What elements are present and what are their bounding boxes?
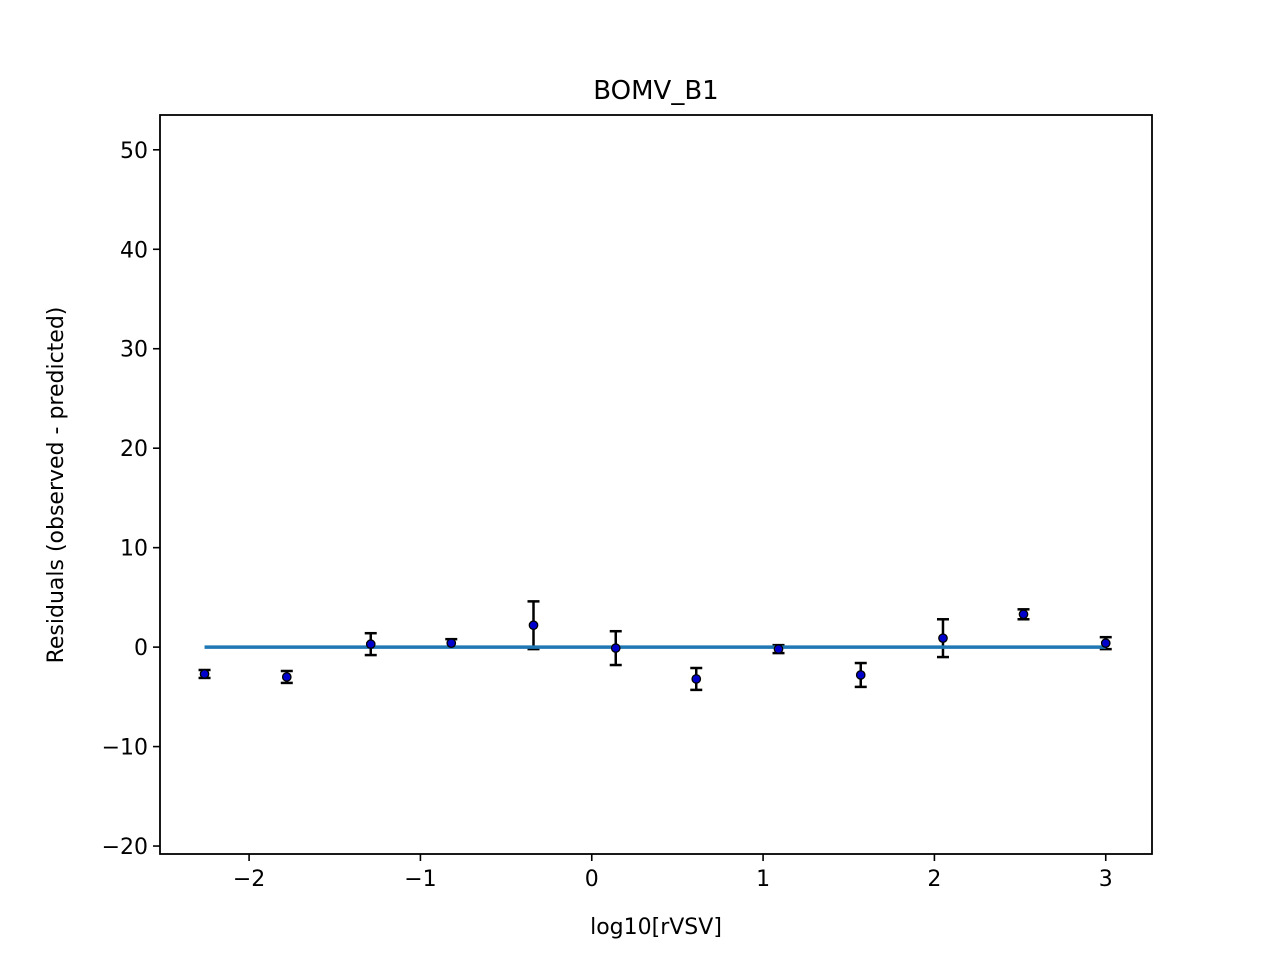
chart-title: BOMV_B1: [593, 76, 718, 106]
y-tick-label-5: 30: [120, 338, 148, 363]
y-tick-label-1: −10: [102, 736, 148, 761]
y-tick-label-2: 0: [134, 636, 148, 661]
x-tick-label-5: 3: [1099, 867, 1113, 892]
x-axis-title: log10[rVSV]: [590, 915, 722, 940]
x-tick-label-1: −1: [404, 867, 436, 892]
data-point-10: [1018, 609, 1029, 620]
data-point-8: [855, 670, 866, 680]
x-tick-label-4: 2: [927, 867, 941, 892]
data-point-2: [365, 639, 376, 649]
data-point-1: [281, 672, 292, 682]
plot-area: [198, 600, 1112, 692]
data-point-7: [773, 644, 784, 654]
y-axis-title: Residuals (observed - predicted): [44, 307, 69, 664]
y-tick-label-6: 40: [120, 238, 148, 263]
x-tick-label-0: −2: [233, 867, 265, 892]
data-point-9: [938, 633, 948, 644]
data-point-6: [691, 674, 702, 684]
data-point-3: [446, 638, 457, 648]
data-point-5: [610, 643, 621, 653]
y-tick-label-7: 50: [120, 139, 148, 164]
x-tick-label-3: 1: [756, 867, 770, 892]
x-tick-label-2: 0: [585, 867, 599, 892]
y-tick-label-0: −20: [102, 835, 148, 860]
plot-frame: [159, 114, 1153, 855]
data-point-4: [528, 620, 539, 631]
y-tick-label-4: 20: [120, 437, 148, 462]
data-point-11: [1100, 638, 1111, 648]
data-point-0: [199, 669, 210, 679]
y-tick-label-3: 10: [120, 537, 148, 562]
